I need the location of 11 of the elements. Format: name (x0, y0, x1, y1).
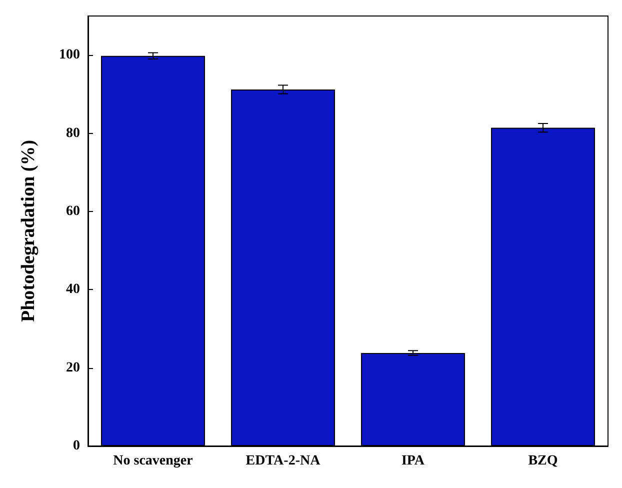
x-tick-label: EDTA-2-NA (246, 454, 322, 468)
y-axis-title: Photodegradation (%) (18, 140, 39, 322)
y-tick-label: 60 (66, 204, 80, 219)
x-tick-label: No scavenger (113, 454, 193, 468)
y-tick-label: 40 (66, 282, 80, 298)
y-tick-label: 100 (59, 48, 80, 63)
y-tick-label: 80 (66, 126, 80, 141)
x-tick-label: BZQ (528, 454, 558, 468)
x-tick-label: IPA (401, 454, 426, 468)
y-tick-label: 20 (66, 360, 80, 376)
y-tick-label: 0 (73, 438, 80, 454)
